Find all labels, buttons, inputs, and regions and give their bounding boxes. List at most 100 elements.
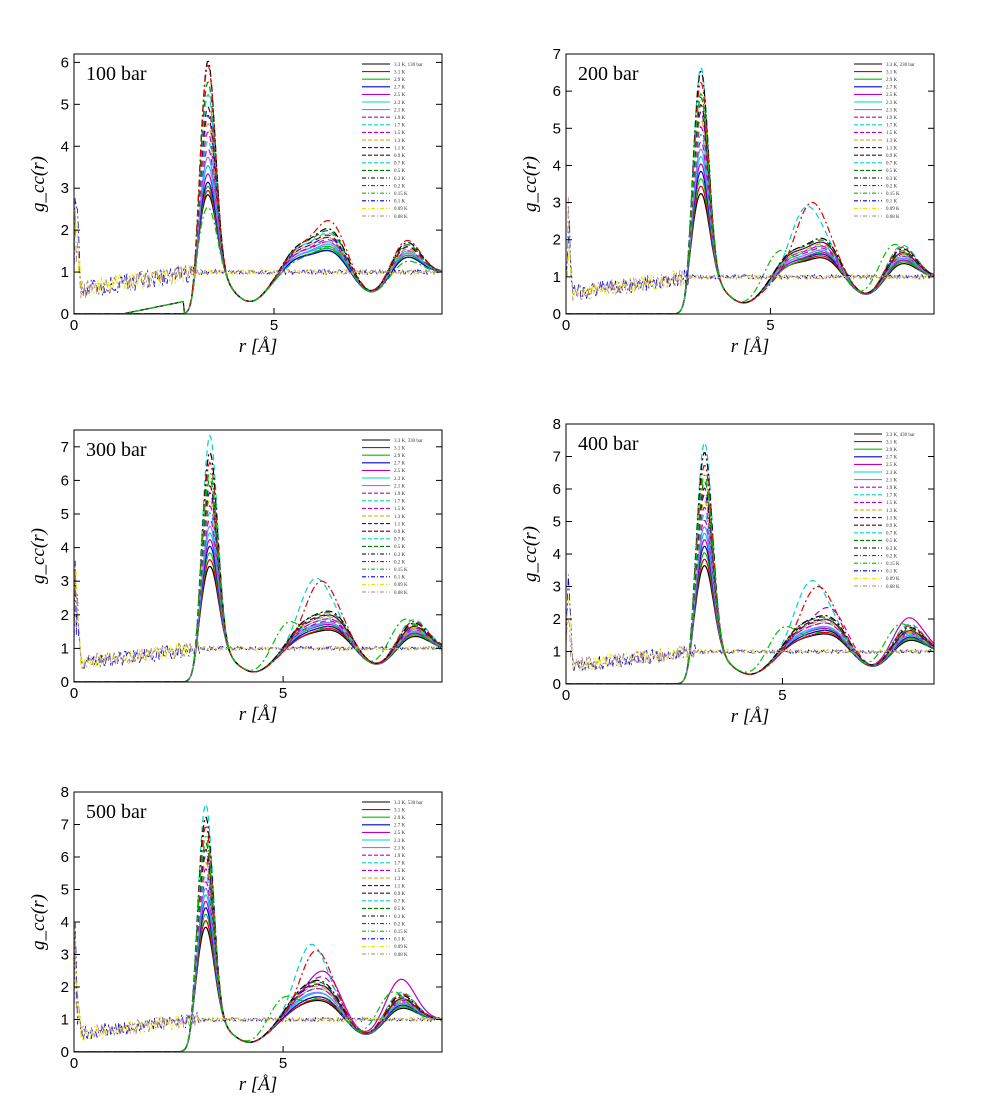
panel-1: 0 1 2 3 4 5 6 0 5 r [Å] g_cc(r) 100 bar 3.3 K, 130 b…: [28, 53, 443, 357]
series-line-19: [74, 565, 442, 669]
x-tick-label: 5: [270, 317, 278, 334]
y-tick-label: 2: [553, 611, 561, 628]
legend-entry: 0.2 K: [394, 922, 406, 927]
legend-entry: 0.1 K: [394, 200, 406, 205]
legend-entry: 2.7 K: [394, 824, 406, 829]
legend-entry: 3.3 K, 130 bar: [394, 63, 423, 68]
series-line-7: [74, 148, 442, 314]
panel-title: 100 bar: [86, 63, 147, 85]
y-tick-label: 3: [553, 195, 561, 212]
series-line-4: [566, 163, 934, 314]
legend-entry: 1.7 K: [886, 494, 898, 499]
legend-entry: 2.7 K: [394, 86, 406, 91]
series-group: [566, 442, 934, 684]
legend-entry: 2.3 K: [394, 101, 406, 106]
legend-entry: 1.3 K: [886, 509, 898, 514]
legend-entry: 0.9 K: [394, 892, 406, 897]
legend-entry: 1.3 K: [394, 139, 406, 144]
plot-frame: [73, 53, 443, 315]
legend-entry: 3.1 K: [394, 446, 406, 451]
series-line-6: [74, 887, 442, 1052]
y-tick-label: 8: [61, 784, 69, 801]
x-tick-label: 0: [562, 317, 570, 334]
series-line-8: [74, 140, 442, 314]
legend-entry: 2.3 K: [394, 477, 406, 482]
x-tick-label: 0: [562, 687, 570, 704]
legend-entry: 0.15 K: [886, 562, 900, 567]
legend-entry: 0.3 K: [394, 177, 406, 182]
series-line-6: [74, 156, 442, 314]
legend-entry: 0.3 K: [394, 915, 406, 920]
series-group: [74, 803, 442, 1052]
series-line-17: [74, 836, 442, 1052]
legend-entry: 0.9 K: [886, 524, 898, 529]
legend-entry: 1.1 K: [394, 884, 406, 889]
x-tick-label: 0: [70, 1055, 78, 1072]
legend-entry: 1.9 K: [394, 116, 406, 121]
y-tick-label: 6: [61, 849, 69, 866]
legend-entry: 2.1 K: [394, 846, 406, 851]
legend-entry: 1.9 K: [886, 116, 898, 121]
series-line-14: [74, 478, 442, 682]
x-tick-label: 5: [766, 317, 774, 334]
legend-entry: 1.9 K: [886, 486, 898, 491]
y-tick-label: 7: [553, 449, 561, 466]
legend-entry: 0.08 K: [394, 215, 408, 220]
series-line-16: [74, 826, 442, 1052]
y-tick-label: 5: [61, 96, 69, 113]
series-line-1: [74, 920, 442, 1052]
y-tick-label: 6: [61, 54, 69, 71]
legend-entry: 0.7 K: [394, 900, 406, 905]
y-tick-label: 5: [61, 506, 69, 523]
series-line-10: [74, 498, 442, 682]
y-axis-label: g_cc(r): [28, 528, 49, 584]
legend-entry: 3.3 K, 430 bar: [886, 433, 915, 438]
legend-entry: 1.3 K: [394, 877, 406, 882]
series-line-10: [566, 500, 934, 684]
legend-entry: 1.1 K: [886, 516, 898, 521]
y-tick-label: 7: [553, 46, 561, 63]
y-tick-label: 6: [61, 472, 69, 489]
y-tick-label: 2: [61, 979, 69, 996]
legend-entry: 2.9 K: [394, 816, 406, 821]
legend-entry: 0.5 K: [886, 539, 898, 544]
legend-entry: 2.9 K: [886, 448, 898, 453]
series-line-3: [74, 181, 442, 314]
legend-entry: 0.7 K: [886, 532, 898, 537]
legend-entry: 0.5 K: [394, 545, 406, 550]
series-line-20: [566, 618, 934, 671]
y-tick-label: 1: [61, 264, 69, 281]
series-group: [74, 434, 442, 682]
series-line-0: [74, 194, 442, 314]
legend-entry: 2.3 K: [886, 471, 898, 476]
legend-entry: 2.5 K: [394, 831, 406, 836]
series-line-16: [566, 81, 934, 314]
y-tick-label: 0: [553, 676, 561, 693]
y-axis-label: g_cc(r): [520, 156, 541, 212]
series-line-9: [74, 868, 442, 1052]
legend-entry: 2.3 K: [886, 101, 898, 106]
series-line-18: [566, 574, 934, 672]
legend-entry: 0.3 K: [886, 547, 898, 552]
legend-entry: 0.09 K: [886, 207, 900, 212]
legend-entry: 0.09 K: [394, 207, 408, 212]
series-line-14: [566, 481, 934, 684]
x-tick-label: 5: [778, 687, 786, 704]
y-tick-label: 4: [553, 546, 561, 563]
legend-entry: 1.7 K: [394, 124, 406, 129]
legend-entry: 0.3 K: [394, 553, 406, 558]
legend-entry: 2.1 K: [886, 478, 898, 483]
x-tick-label: 0: [70, 317, 78, 334]
y-tick-label: 2: [61, 222, 69, 239]
series-line-17: [566, 474, 934, 684]
series-line-16: [74, 461, 442, 682]
legend: 3.3 K, 530 bar 3.1 K 2.9 K 2.7 K 2.5 K 2.3 K 2…: [362, 801, 423, 958]
series-line-4: [74, 173, 442, 314]
legend-entry: 0.3 K: [886, 177, 898, 182]
y-tick-label: 4: [61, 138, 69, 155]
legend-entry: 2.5 K: [886, 93, 898, 98]
y-tick-label: 1: [61, 1012, 69, 1029]
legend-entry: 1.3 K: [886, 139, 898, 144]
y-tick-label: 4: [61, 914, 69, 931]
